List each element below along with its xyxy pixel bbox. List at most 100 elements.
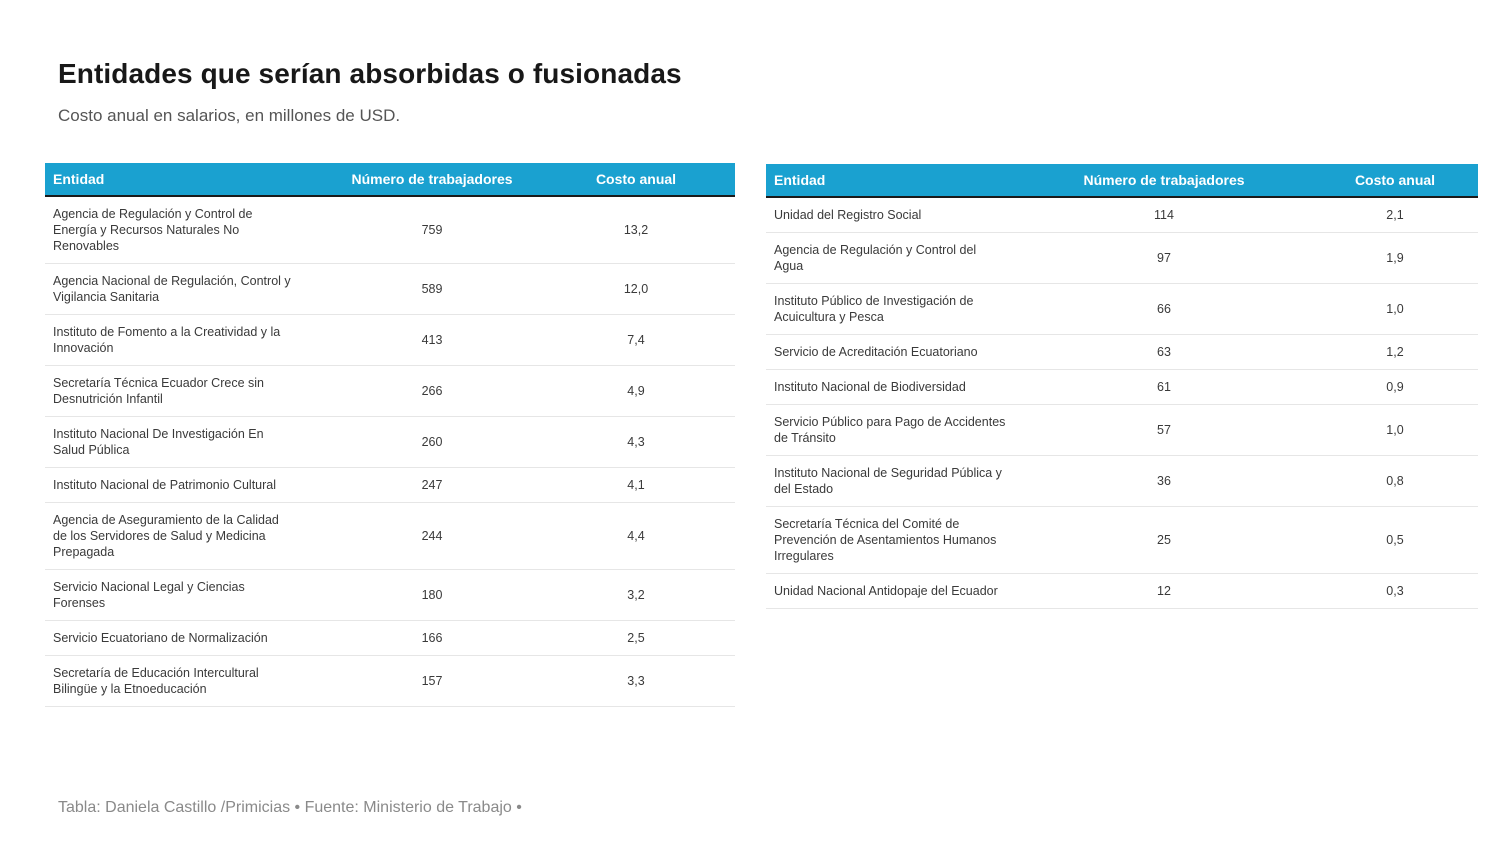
cell-costo: 4,9 bbox=[537, 365, 735, 417]
table-row: Instituto Nacional de Patrimonio Cultura… bbox=[45, 467, 735, 503]
page-title: Entidades que serían absorbidas o fusion… bbox=[58, 58, 682, 89]
cell-costo: 3,2 bbox=[537, 569, 735, 621]
table-header-row: Entidad Número de trabajadores Costo anu… bbox=[766, 164, 1478, 198]
entity-name: Unidad Nacional Antidopaje del Ecuador bbox=[774, 584, 998, 598]
column-header-entidad: Entidad bbox=[766, 164, 1016, 198]
entity-name: Servicio Ecuatoriano de Normalización bbox=[53, 631, 268, 645]
cell-entidad: Instituto Nacional de Biodiversidad bbox=[766, 369, 1016, 405]
table-row: Instituto de Fomento a la Creatividad y … bbox=[45, 314, 735, 366]
cell-entidad: Agencia de Regulación y Control de Energ… bbox=[45, 196, 327, 264]
cell-trabajadores: 66 bbox=[1016, 283, 1312, 335]
cell-costo: 0,3 bbox=[1312, 573, 1478, 609]
cell-costo: 1,0 bbox=[1312, 404, 1478, 456]
table-row: Instituto Público de Investigación de Ac… bbox=[766, 283, 1478, 335]
cell-entidad: Agencia de Aseguramiento de la Calidad d… bbox=[45, 502, 327, 570]
entity-name: Instituto Nacional de Seguridad Pública … bbox=[774, 466, 1002, 496]
entity-name: Servicio de Acreditación Ecuatoriano bbox=[774, 345, 978, 359]
cell-trabajadores: 25 bbox=[1016, 506, 1312, 574]
entity-name: Agencia Nacional de Regulación, Control … bbox=[53, 274, 291, 304]
table-row: Instituto Nacional de Seguridad Pública … bbox=[766, 455, 1478, 507]
column-header-trabajadores: Número de trabajadores bbox=[327, 163, 537, 197]
table-row: Servicio Ecuatoriano de Normalización 166… bbox=[45, 620, 735, 656]
cell-trabajadores: 589 bbox=[327, 263, 537, 315]
cell-entidad: Instituto Nacional de Patrimonio Cultura… bbox=[45, 467, 327, 503]
entity-name: Agencia de Regulación y Control del Agua bbox=[774, 243, 977, 273]
cell-trabajadores: 244 bbox=[327, 502, 537, 570]
table-left-body: Agencia de Regulación y Control de Energ… bbox=[45, 196, 735, 707]
cell-costo: 4,4 bbox=[537, 502, 735, 570]
entity-name: Agencia de Regulación y Control de Energ… bbox=[53, 207, 253, 253]
entity-name: Unidad del Registro Social bbox=[774, 208, 922, 222]
entity-name: Servicio Público para Pago de Accidentes… bbox=[774, 415, 1006, 445]
cell-costo: 4,3 bbox=[537, 416, 735, 468]
cell-trabajadores: 157 bbox=[327, 655, 537, 707]
cell-entidad: Unidad del Registro Social bbox=[766, 197, 1016, 233]
cell-entidad: Secretaría Técnica del Comité de Prevenc… bbox=[766, 506, 1016, 574]
source-credit: Tabla: Daniela Castillo /Primicias • Fue… bbox=[58, 799, 522, 816]
page-subtitle: Costo anual en salarios, en millones de … bbox=[58, 106, 401, 125]
cell-trabajadores: 180 bbox=[327, 569, 537, 621]
cell-entidad: Secretaría de Educación Intercultural Bi… bbox=[45, 655, 327, 707]
entity-name: Instituto Nacional de Patrimonio Cultura… bbox=[53, 478, 277, 492]
cell-trabajadores: 260 bbox=[327, 416, 537, 468]
cell-trabajadores: 57 bbox=[1016, 404, 1312, 456]
table-row: Secretaría Técnica del Comité de Prevenc… bbox=[766, 506, 1478, 574]
cell-costo: 2,5 bbox=[537, 620, 735, 656]
table-row: Secretaría de Educación Intercultural Bi… bbox=[45, 655, 735, 707]
entity-name: Secretaría de Educación Intercultural Bi… bbox=[53, 666, 259, 696]
column-header-costo: Costo anual bbox=[537, 163, 735, 197]
cell-entidad: Instituto Nacional De Investigación En S… bbox=[45, 416, 327, 468]
table-row: Agencia de Regulación y Control de Energ… bbox=[45, 196, 735, 264]
cell-trabajadores: 759 bbox=[327, 196, 537, 264]
cell-costo: 12,0 bbox=[537, 263, 735, 315]
cell-entidad: Instituto de Fomento a la Creatividad y … bbox=[45, 314, 327, 366]
entity-name: Secretaría Técnica del Comité de Prevenc… bbox=[774, 517, 997, 563]
column-header-costo: Costo anual bbox=[1312, 164, 1478, 198]
table-row: Agencia de Regulación y Control del Agua… bbox=[766, 232, 1478, 284]
entities-table-left: Entidad Número de trabajadores Costo anu… bbox=[45, 163, 735, 707]
table-row: Servicio de Acreditación Ecuatoriano 63 1,… bbox=[766, 334, 1478, 370]
cell-trabajadores: 413 bbox=[327, 314, 537, 366]
cell-costo: 1,9 bbox=[1312, 232, 1478, 284]
entity-name: Instituto Nacional De Investigación En S… bbox=[53, 427, 264, 457]
cell-trabajadores: 36 bbox=[1016, 455, 1312, 507]
column-header-entidad: Entidad bbox=[45, 163, 327, 197]
table-row: Agencia de Aseguramiento de la Calidad d… bbox=[45, 502, 735, 570]
cell-costo: 1,0 bbox=[1312, 283, 1478, 335]
cell-entidad: Agencia Nacional de Regulación, Control … bbox=[45, 263, 327, 315]
cell-costo: 2,1 bbox=[1312, 197, 1478, 233]
cell-entidad: Agencia de Regulación y Control del Agua bbox=[766, 232, 1016, 284]
cell-costo: 1,2 bbox=[1312, 334, 1478, 370]
cell-trabajadores: 61 bbox=[1016, 369, 1312, 405]
table-row: Unidad Nacional Antidopaje del Ecuador 12… bbox=[766, 573, 1478, 609]
entities-table-right: Entidad Número de trabajadores Costo anu… bbox=[766, 164, 1478, 609]
cell-entidad: Instituto Público de Investigación de Ac… bbox=[766, 283, 1016, 335]
cell-trabajadores: 12 bbox=[1016, 573, 1312, 609]
cell-costo: 13,2 bbox=[537, 196, 735, 264]
table-right-wrapper: Entidad Número de trabajadores Costo anu… bbox=[766, 164, 1478, 609]
cell-trabajadores: 97 bbox=[1016, 232, 1312, 284]
entity-name: Instituto Nacional de Biodiversidad bbox=[774, 380, 966, 394]
table-row: Instituto Nacional De Investigación En S… bbox=[45, 416, 735, 468]
table-row: Agencia Nacional de Regulación, Control … bbox=[45, 263, 735, 315]
column-header-trabajadores: Número de trabajadores bbox=[1016, 164, 1312, 198]
cell-costo: 7,4 bbox=[537, 314, 735, 366]
cell-trabajadores: 63 bbox=[1016, 334, 1312, 370]
table-row: Secretaría Técnica Ecuador Crece sin Des… bbox=[45, 365, 735, 417]
table-row: Instituto Nacional de Biodiversidad 61 0,9 bbox=[766, 369, 1478, 405]
cell-costo: 4,1 bbox=[537, 467, 735, 503]
cell-trabajadores: 266 bbox=[327, 365, 537, 417]
entity-name: Secretaría Técnica Ecuador Crece sin Des… bbox=[53, 376, 264, 406]
cell-entidad: Servicio Público para Pago de Accidentes… bbox=[766, 404, 1016, 456]
cell-entidad: Servicio Ecuatoriano de Normalización bbox=[45, 620, 327, 656]
cell-trabajadores: 166 bbox=[327, 620, 537, 656]
cell-entidad: Instituto Nacional de Seguridad Pública … bbox=[766, 455, 1016, 507]
table-header-row: Entidad Número de trabajadores Costo anu… bbox=[45, 163, 735, 197]
cell-entidad: Unidad Nacional Antidopaje del Ecuador bbox=[766, 573, 1016, 609]
table-right-body: Unidad del Registro Social 114 2,1 Agencia … bbox=[766, 197, 1478, 609]
cell-entidad: Servicio Nacional Legal y Ciencias Foren… bbox=[45, 569, 327, 621]
cell-costo: 0,9 bbox=[1312, 369, 1478, 405]
cell-costo: 0,8 bbox=[1312, 455, 1478, 507]
cell-trabajadores: 114 bbox=[1016, 197, 1312, 233]
table-left-wrapper: Entidad Número de trabajadores Costo anu… bbox=[45, 163, 735, 707]
